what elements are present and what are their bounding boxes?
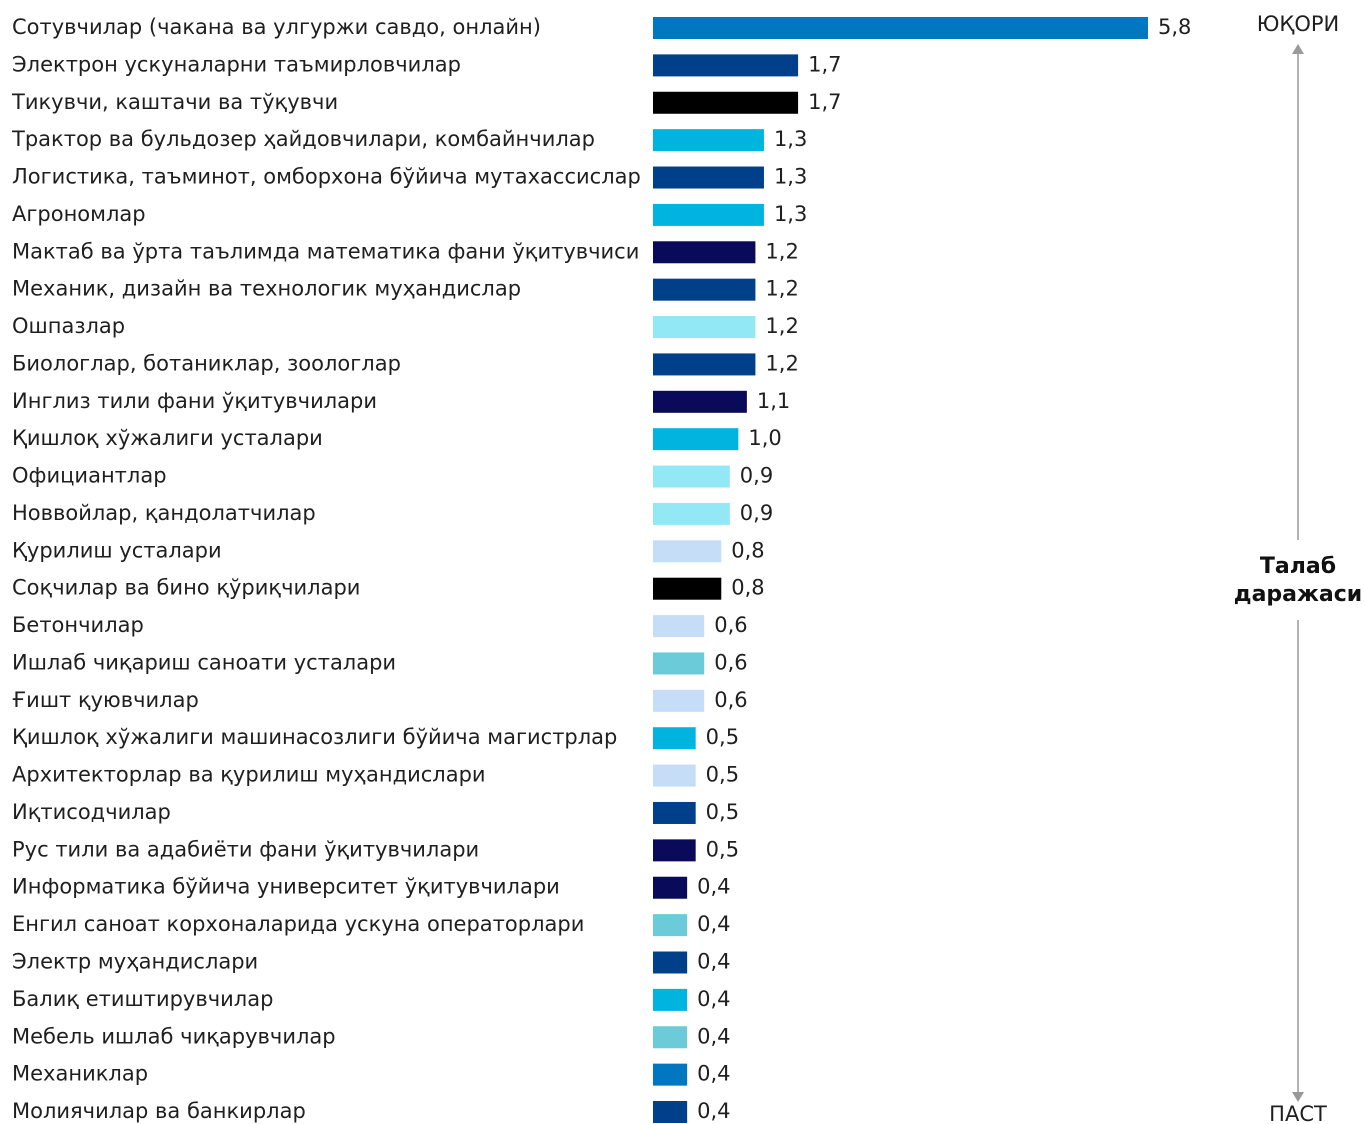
category-label: Механиклар — [12, 1062, 148, 1086]
value-label: 0,8 — [731, 576, 764, 600]
category-label: Ишлаб чиқариш саноати усталари — [12, 650, 396, 674]
bar — [653, 1063, 688, 1086]
category-label: Мебель ишлаб чиқарувчилар — [12, 1024, 336, 1048]
bar — [653, 914, 688, 937]
bar — [653, 1101, 688, 1124]
category-label: Ғишт қуювчилар — [12, 688, 199, 712]
category-label: Қишлоқ хўжалиги машинасозлиги бўйича маг… — [12, 725, 617, 749]
value-label: 1,3 — [774, 127, 807, 151]
category-label: Механик, дизайн ва технологик муҳандисла… — [12, 277, 521, 301]
value-label: 0,9 — [740, 464, 773, 488]
value-label: 0,6 — [714, 613, 747, 637]
value-label: 0,4 — [697, 1099, 730, 1123]
value-label: 0,4 — [697, 912, 730, 936]
value-label: 0,8 — [731, 538, 764, 562]
bar — [653, 577, 722, 600]
bar — [653, 502, 730, 525]
category-label: Иқтисодчилар — [12, 800, 171, 824]
bar — [653, 764, 696, 787]
category-label: Официантлар — [12, 464, 167, 488]
value-label: 0,4 — [697, 1062, 730, 1086]
bar — [653, 278, 756, 301]
bar — [653, 652, 705, 675]
value-label: 1,7 — [808, 52, 841, 76]
value-label: 0,4 — [697, 875, 730, 899]
bar — [653, 241, 756, 264]
category-label: Сотувчилар (чакана ва улгуржи савдо, онл… — [12, 15, 541, 39]
category-label: Ошпазлар — [12, 314, 125, 338]
category-label: Рус тили ва адабиёти фани ўқитувчилари — [12, 837, 479, 861]
bar — [653, 17, 1148, 39]
value-label: 0,6 — [714, 688, 747, 712]
bar — [653, 839, 696, 862]
category-label: Информатика бўйича университет ўқитувчил… — [12, 875, 560, 899]
category-label: Балиқ етиштирувчилар — [12, 987, 273, 1011]
category-label: Қурилиш усталари — [12, 538, 222, 562]
category-label: Енгил саноат корхоналарида ускуна операт… — [12, 912, 584, 936]
bar — [653, 390, 747, 413]
value-label: 0,5 — [706, 763, 739, 787]
value-label: 0,5 — [706, 800, 739, 824]
category-label: Трактор ва бульдозер ҳайдовчилари, комба… — [11, 127, 595, 151]
bar — [653, 54, 799, 77]
category-label: Соқчилар ва бино қўриқчилари — [12, 576, 360, 600]
value-label: 0,4 — [697, 950, 730, 974]
bar — [653, 129, 764, 152]
bar — [653, 951, 688, 974]
category-label: Биологлар, ботаниклар, зоологлар — [12, 351, 401, 375]
category-label: Электр муҳандислари — [12, 950, 258, 974]
category-label: Логистика, таъминот, омборхона бўйича му… — [12, 165, 641, 189]
value-label: 0,6 — [714, 650, 747, 674]
value-label: 1,0 — [748, 426, 781, 450]
scale-label: Талаб даражаси — [1234, 554, 1362, 607]
bar — [653, 801, 696, 824]
category-label: Тикувчи, каштачи ва тўқувчи — [11, 90, 338, 114]
value-label: 1,2 — [765, 351, 798, 375]
category-label: Молиячилар ва банкирлар — [12, 1099, 306, 1123]
value-label: 0,4 — [697, 1024, 730, 1048]
bar — [653, 1026, 688, 1049]
value-label: 1,2 — [765, 239, 798, 263]
bar — [653, 540, 722, 563]
value-label: 0,4 — [697, 987, 730, 1011]
bar — [653, 689, 705, 712]
value-label: 5,8 — [1158, 15, 1191, 39]
bar — [653, 428, 739, 451]
bar — [653, 988, 688, 1011]
bar — [653, 615, 705, 638]
value-label: 1,3 — [774, 202, 807, 226]
category-label: Электрон ускуналарни таъмирловчилар — [12, 52, 461, 76]
category-label: Инглиз тили фани ўқитувчилари — [12, 389, 377, 413]
bar — [653, 727, 696, 750]
value-label: 0,5 — [706, 725, 739, 749]
bar — [653, 91, 799, 114]
value-label: 1,3 — [774, 165, 807, 189]
bar — [653, 353, 756, 376]
category-label: Қишлоқ хўжалиги усталари — [12, 426, 323, 450]
value-label: 1,7 — [808, 90, 841, 114]
arrow-head — [1292, 44, 1304, 54]
value-label: 0,5 — [706, 837, 739, 861]
value-label: 1,2 — [765, 314, 798, 338]
category-label: Новвойлар, қандолатчилар — [12, 501, 316, 525]
bar — [653, 465, 730, 488]
bar — [653, 203, 764, 226]
bar — [653, 876, 688, 899]
category-label: Бетончилар — [12, 613, 144, 637]
arrow-head — [1292, 1092, 1304, 1102]
scale-top: ЮҚОРИ — [1257, 12, 1339, 36]
bar — [653, 316, 756, 339]
scale-bottom: ПАСТ — [1269, 1102, 1327, 1124]
category-label: Архитекторлар ва қурилиш муҳандислари — [12, 763, 486, 787]
value-label: 0,9 — [740, 501, 773, 525]
value-label: 1,2 — [765, 277, 798, 301]
category-label: Агрономлар — [12, 202, 146, 226]
bar — [653, 166, 764, 189]
category-label: Мактаб ва ўрта таълимда математика фани … — [12, 239, 639, 263]
value-label: 1,1 — [757, 389, 790, 413]
